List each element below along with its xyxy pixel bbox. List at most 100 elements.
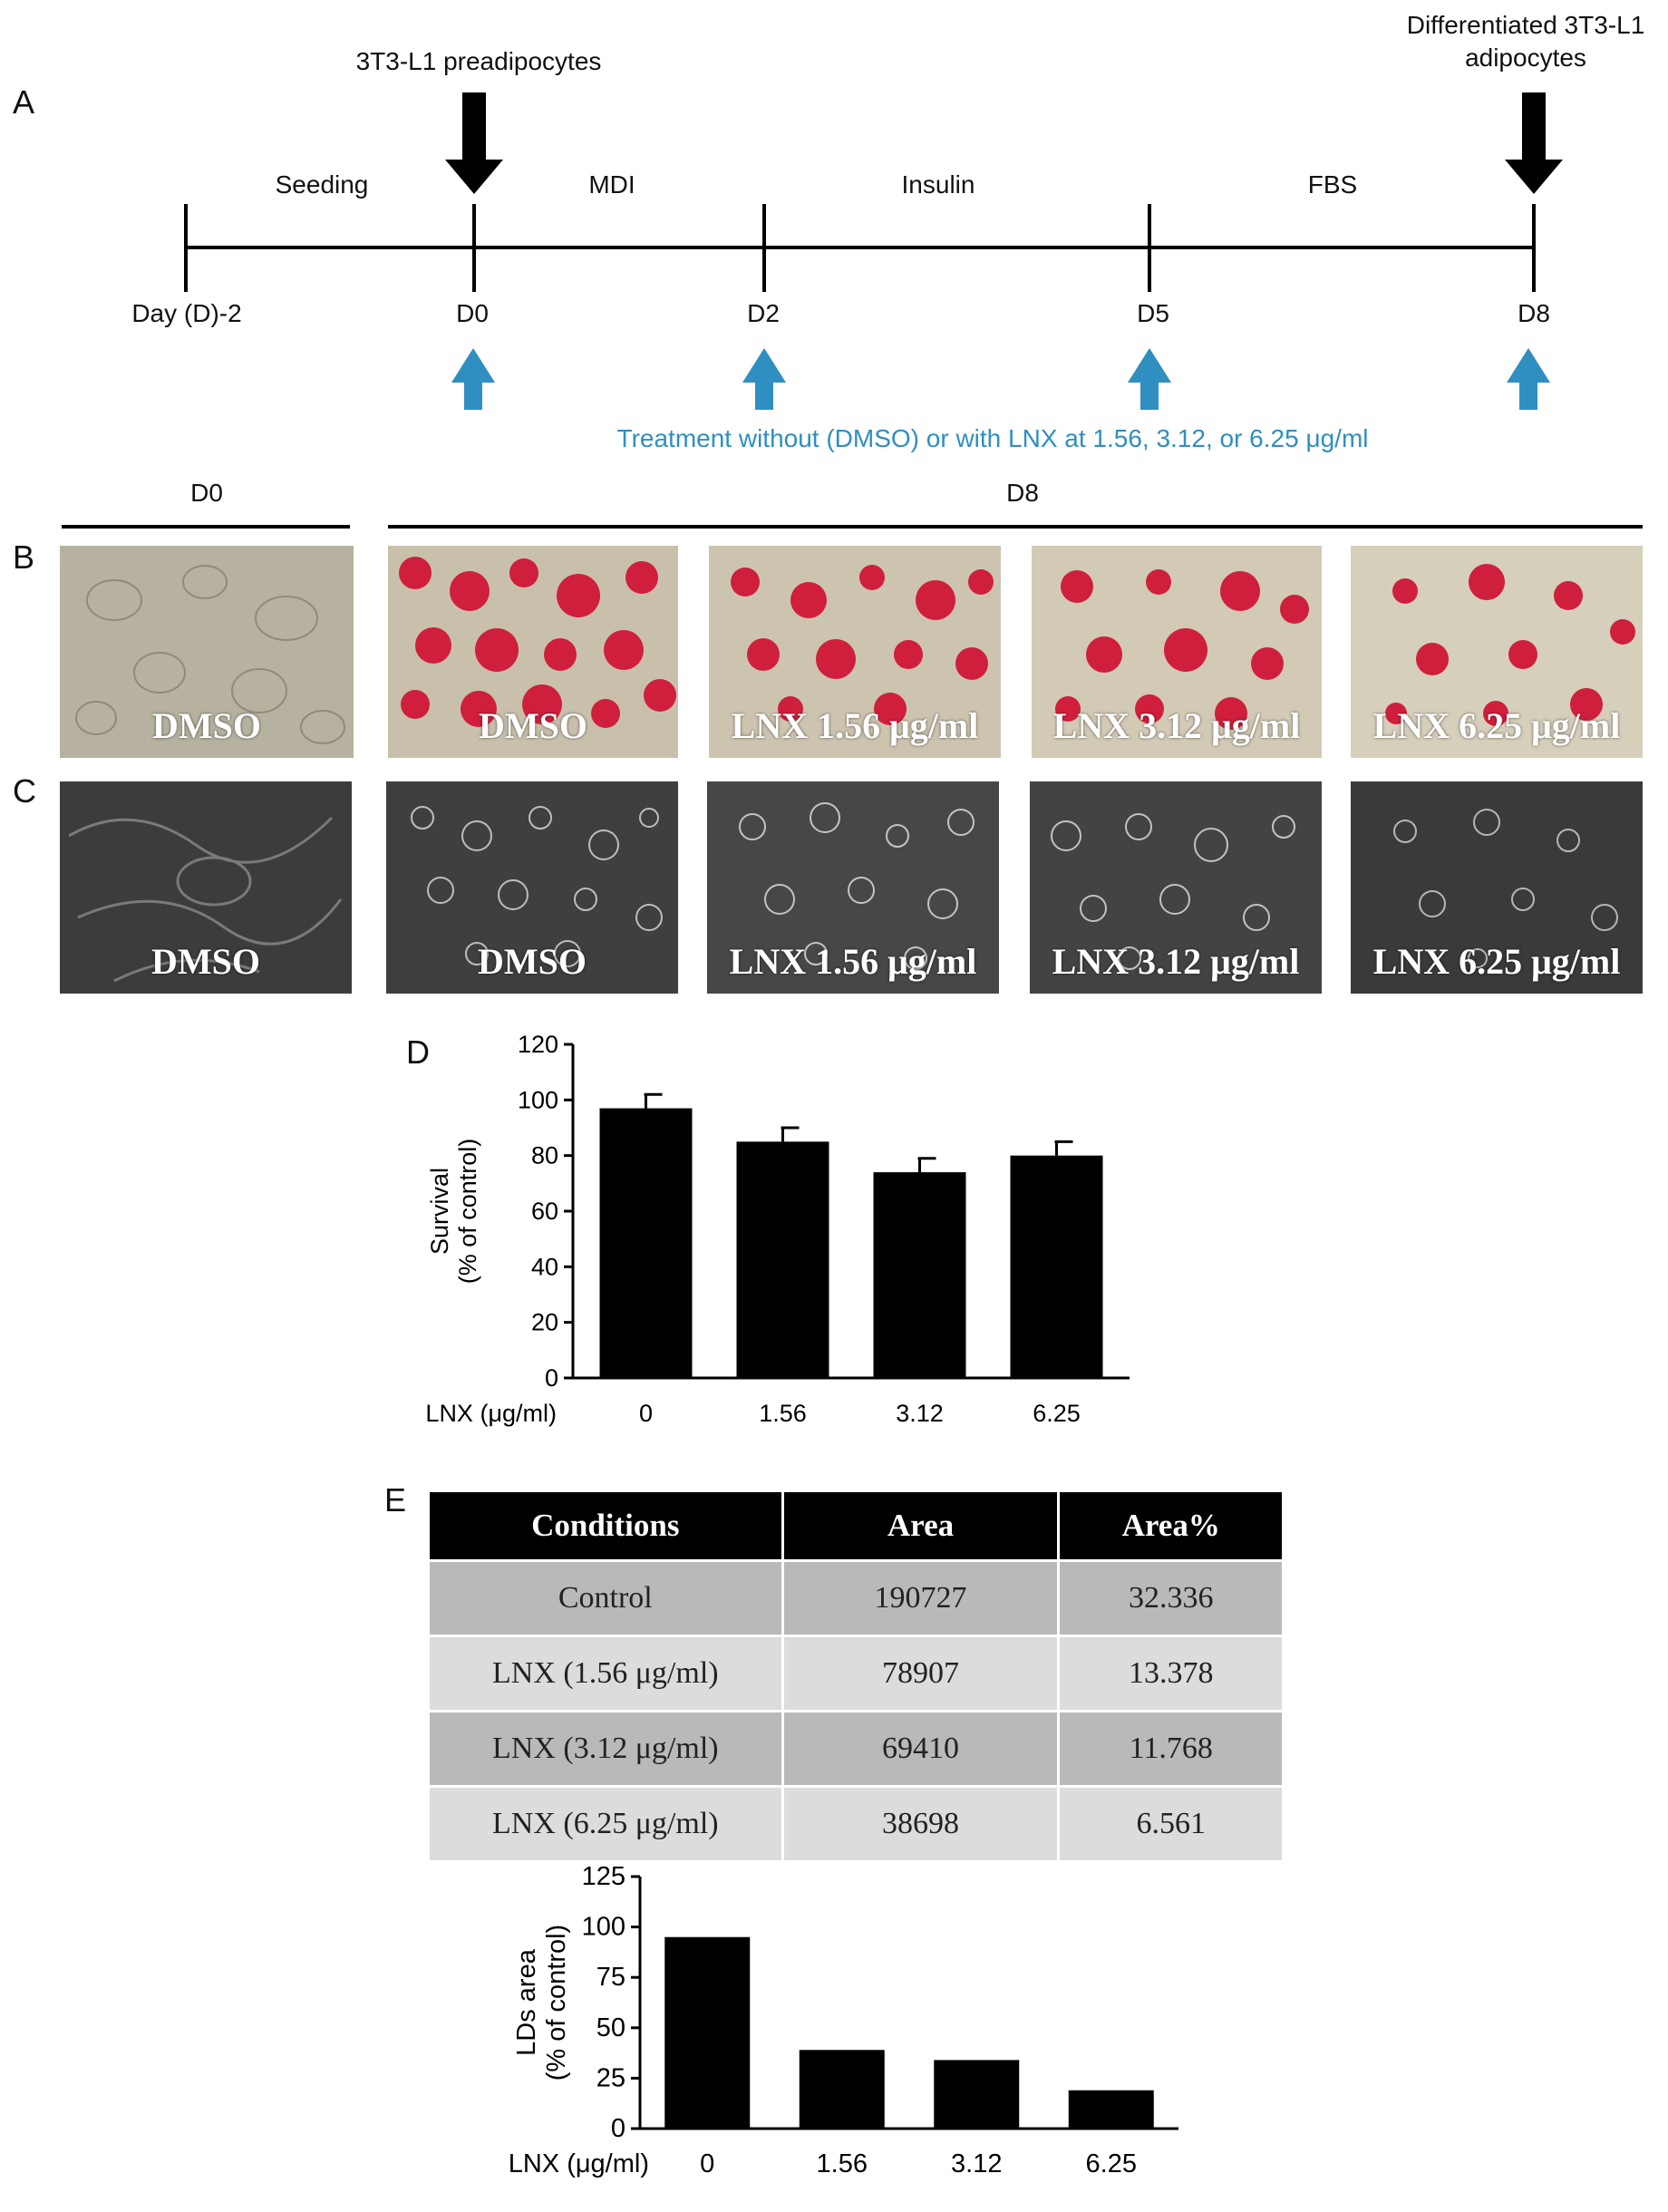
caption-c-5: LNX 6.25 μg/ml: [1372, 941, 1621, 982]
panel-label-b: B: [13, 538, 35, 576]
differentiated-label-line2: adipocytes: [1465, 44, 1586, 72]
cell-texture: [411, 806, 663, 967]
cell-texture: [739, 802, 975, 970]
y-tick-label: 80: [531, 1142, 558, 1169]
y-tick-label: 0: [611, 2114, 626, 2143]
cell-texture: [1051, 813, 1295, 970]
table-row: Control 190727 32.336: [430, 1559, 1282, 1636]
bar: [799, 2050, 885, 2129]
y-tick-label: 50: [596, 2013, 626, 2042]
y-tick-label: 75: [596, 1963, 626, 1992]
treatment-note: Treatment without (DMSO) or with LNX at …: [616, 424, 1369, 452]
cell-condition: Control: [430, 1559, 784, 1636]
y-axis-label: (% of control): [454, 1139, 481, 1285]
table-row: LNX (6.25 μg/ml) 38698 6.561: [430, 1785, 1282, 1860]
group-divider-d0: [62, 525, 350, 529]
ld-area-chart: 0 25 50 75 100 125 0 1.56 3.12 6.25 LNX (μg/ml) LDs…: [509, 1862, 1178, 2178]
oil-red-image-d8-dmso: DMSO: [388, 546, 678, 758]
cell-area: 190727: [782, 1559, 1061, 1636]
lipid-droplet-texture: [1385, 564, 1635, 726]
phase-image-d0-dmso: DMSO: [60, 781, 352, 994]
phase-mdi: MDI: [588, 170, 635, 199]
phase-image-d8-lnx-1-56: LNX 1.56 μg/ml: [707, 781, 999, 994]
area-table: Conditions Area Area% Control 190727 32.…: [430, 1492, 1282, 1860]
bar: [1068, 2090, 1154, 2129]
y-tick-label: 20: [531, 1309, 558, 1336]
panel-label-d: D: [406, 1033, 430, 1071]
cell-area-percent: 13.378: [1058, 1635, 1282, 1712]
caption-c-2: DMSO: [478, 941, 587, 982]
y-tick-label: 0: [545, 1364, 558, 1392]
cell-condition: LNX (3.12 μg/ml): [430, 1710, 784, 1787]
bar: [873, 1172, 966, 1378]
header-conditions: Conditions: [430, 1492, 784, 1561]
caption-b-5: LNX 6.25 μg/ml: [1372, 705, 1621, 746]
group-label-d8: D8: [1006, 479, 1039, 507]
start-arrow-icon: [445, 92, 503, 194]
cell-texture: [68, 816, 343, 983]
y-tick-label: 60: [531, 1198, 558, 1225]
phase-fbs: FBS: [1307, 170, 1358, 199]
day-label-minus2: Day (D)-2: [131, 299, 242, 327]
table-row: LNX (3.12 μg/ml) 69410 11.768: [430, 1710, 1282, 1787]
oil-red-image-d8-lnx-3-12: LNX 3.12 μg/ml: [1032, 546, 1322, 758]
caption-c-1: DMSO: [151, 941, 260, 982]
lipid-droplet-texture: [1055, 569, 1309, 730]
cell-condition: LNX (1.56 μg/ml): [430, 1635, 784, 1712]
phase-insulin: Insulin: [901, 170, 975, 199]
bar: [664, 1936, 751, 2129]
cell-area: 78907: [782, 1635, 1061, 1712]
y-axis-label: Survival: [426, 1168, 453, 1255]
preadipocytes-label: 3T3-L1 preadipocytes: [355, 47, 602, 75]
x-tick-label: 3.12: [951, 2149, 1002, 2178]
lipid-droplet-texture: [731, 565, 994, 725]
treatment-arrow-icon-d0: [451, 348, 495, 410]
day-label-d8: D8: [1518, 299, 1550, 327]
caption-b-3: LNX 1.56 μg/ml: [731, 705, 979, 746]
y-tick-label: 125: [582, 1862, 626, 1891]
y-tick-label: 25: [596, 2063, 626, 2092]
phase-seeding: Seeding: [275, 170, 369, 199]
bar: [736, 1141, 829, 1378]
cell-area-percent: 11.768: [1058, 1710, 1282, 1787]
treatment-arrow-icon-d2: [742, 348, 786, 410]
y-tick-label: 100: [582, 1913, 626, 1942]
caption-c-4: LNX 3.12 μg/ml: [1052, 941, 1300, 982]
day-label-d0: D0: [456, 299, 489, 327]
oil-red-image-d0-dmso: DMSO: [60, 546, 354, 758]
caption-c-3: LNX 1.56 μg/ml: [729, 941, 977, 982]
x-tick-label: 0: [639, 1400, 653, 1427]
day-label-d5: D5: [1137, 299, 1169, 327]
bar: [934, 2060, 1020, 2129]
differentiated-label-line1: Differentiated 3T3-L1: [1406, 11, 1645, 39]
x-tick-label: 3.12: [896, 1400, 944, 1427]
x-tick-label: 6.25: [1086, 2149, 1137, 2178]
phase-image-d8-dmso: DMSO: [386, 781, 678, 994]
treatment-arrow-icon-d8: [1507, 348, 1550, 410]
oil-red-image-d8-lnx-1-56: LNX 1.56 μg/ml: [709, 546, 1001, 758]
treatment-arrow-icon-d5: [1128, 348, 1171, 410]
cell-area-percent: 32.336: [1058, 1559, 1282, 1636]
x-axis-label: LNX (μg/ml): [509, 2149, 649, 2178]
cell-area: 38698: [782, 1785, 1061, 1860]
panel-label-e: E: [384, 1481, 407, 1518]
header-area: Area: [782, 1492, 1061, 1561]
header-area-percent: Area%: [1058, 1492, 1282, 1561]
cell-area-percent: 6.561: [1058, 1785, 1282, 1860]
day-label-d2: D2: [747, 299, 780, 327]
survival-chart: 0 20 40 60 80 100 120 0 1.56 3.12 6.25 LNX (μg/ml) S…: [425, 1033, 1130, 1427]
bar: [1010, 1155, 1103, 1378]
y-tick-label: 100: [518, 1086, 558, 1113]
panel-label-c: C: [13, 772, 36, 810]
bar: [599, 1108, 693, 1378]
cell-outline-texture: [75, 565, 345, 744]
y-tick-label: 120: [518, 1033, 558, 1058]
phase-image-d8-lnx-3-12: LNX 3.12 μg/ml: [1030, 781, 1322, 994]
group-divider-d8: [388, 525, 1643, 529]
x-tick-label: 1.56: [759, 1400, 807, 1427]
cell-condition: LNX (6.25 μg/ml): [430, 1785, 784, 1860]
cell-area: 69410: [782, 1710, 1061, 1787]
x-tick-label: 1.56: [817, 2149, 868, 2178]
cell-texture: [1393, 809, 1618, 968]
y-axis-label: LDs area: [512, 1948, 541, 2056]
